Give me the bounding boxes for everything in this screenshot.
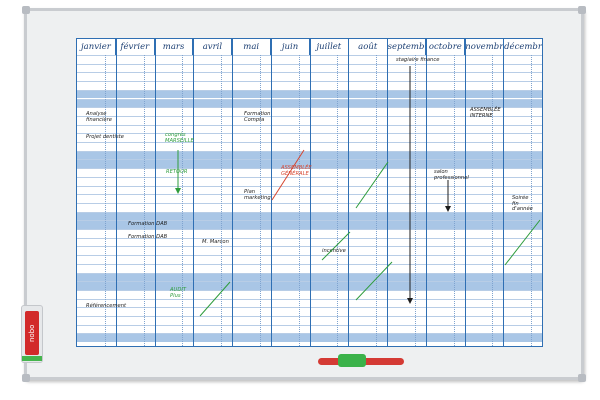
month-header-5: juin	[271, 39, 310, 55]
month-column-line	[193, 39, 195, 346]
note-plan-marketing: Plan marketing	[244, 189, 271, 201]
month-column-line	[503, 39, 505, 346]
note-stagiaire: stagiaire finance	[396, 57, 440, 63]
stroke-incentive	[321, 231, 351, 261]
day-number-divider	[221, 55, 223, 346]
month-column-line	[154, 39, 156, 346]
note-assemblee-interne: ASSEMBLÉE INTERNE	[470, 107, 501, 119]
board-corner-tl	[22, 6, 30, 14]
arrow-salon-head	[445, 206, 451, 212]
note-m-marcon: M. Marcon	[202, 239, 229, 245]
day-number-divider	[259, 55, 261, 346]
month-header-11: décembre	[504, 42, 542, 52]
note-audit-plus: AUDIT Plus	[170, 287, 187, 299]
note-referencement: Référencement	[86, 303, 127, 309]
stroke-assemblee	[271, 149, 305, 201]
brand-logo: nobo	[21, 305, 43, 363]
month-column-line	[464, 39, 466, 346]
day-number-divider	[337, 55, 339, 346]
note-formation-compta: Formation Compta	[244, 111, 271, 123]
board-corner-bl	[22, 374, 30, 382]
note-incentive: incentive	[322, 248, 346, 254]
month-column-line	[270, 39, 272, 346]
note-assemblee-generale: ASSEMBLÉE GÉNÉRALE	[281, 165, 312, 177]
note-formation-dab-1: Formation DAB	[128, 221, 168, 227]
brand-logo-stripe	[22, 356, 42, 361]
month-column-line	[425, 39, 427, 346]
month-header-1: février	[116, 39, 155, 55]
stroke-aout	[355, 161, 389, 209]
month-header-2: mars	[155, 39, 194, 55]
month-column-line	[387, 39, 388, 346]
month-header-4: mai	[232, 39, 272, 55]
note-projet: Projet dentiste	[86, 134, 124, 140]
day-number-divider	[182, 55, 184, 346]
day-number-divider	[104, 55, 106, 346]
note-congres: congrès MARSEILLE	[165, 132, 194, 144]
day-number-divider	[298, 55, 300, 346]
note-analyse: Analyse financière	[86, 111, 112, 123]
arrow-congres-head	[175, 188, 181, 194]
day-number-divider	[453, 55, 455, 346]
brand-logo-text: nobo	[25, 311, 39, 355]
arrow-stagiaire-head	[407, 298, 413, 304]
day-number-divider	[414, 55, 416, 346]
note-formation-dab-2: Formation DAB	[128, 234, 168, 240]
month-column-line	[348, 39, 350, 346]
stroke-aout-2	[355, 261, 393, 301]
day-number-divider	[492, 55, 494, 346]
month-column-line	[232, 39, 233, 346]
stroke-audit	[199, 281, 231, 317]
note-retour: RETOUR	[166, 169, 188, 175]
day-number-divider	[143, 55, 145, 346]
note-soiree: Soirée fin d'année	[512, 195, 533, 213]
green-eraser[interactable]	[338, 354, 366, 367]
board-corner-br	[578, 374, 586, 382]
day-number-divider	[376, 55, 378, 346]
marker-tray[interactable]	[318, 354, 406, 368]
month-header-0: janvier	[77, 39, 116, 55]
month-column-line	[115, 39, 117, 346]
note-salon: salon professionnel	[434, 169, 469, 181]
month-header-3: avril	[193, 39, 233, 55]
month-column-line	[309, 39, 311, 346]
stroke-decembre	[504, 219, 541, 266]
board-corner-tr	[578, 6, 586, 14]
day-number-divider	[531, 55, 533, 346]
yearly-planner-grid: janvier février mars avril mai juin juillet aoû…	[76, 38, 543, 347]
